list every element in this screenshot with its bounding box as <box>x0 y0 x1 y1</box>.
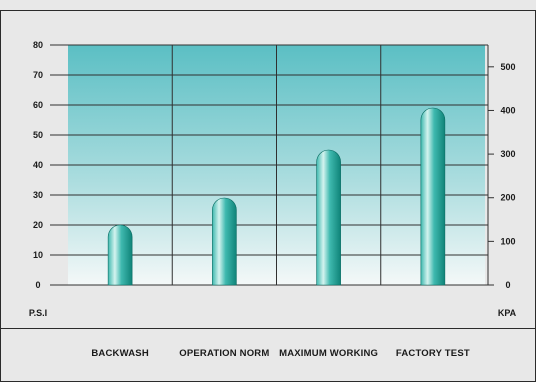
left-tick-label: 80 <box>33 40 43 50</box>
left-tick-label: 0 <box>35 280 40 290</box>
category-label: BACKWASH <box>91 348 149 359</box>
left-tick-label: 20 <box>33 220 43 230</box>
bar-group <box>107 107 446 286</box>
left-tick-label: 60 <box>33 100 43 110</box>
bar-backwash <box>107 224 133 286</box>
category-labels: BACKWASH OPERATION NORM MAXIMUM WORKING FAC… <box>91 348 470 359</box>
right-tick-label: 400 <box>500 105 515 115</box>
left-tick-label: 70 <box>33 70 43 80</box>
bar-factory-test <box>420 107 446 286</box>
right-axis-ticks: 0 100 200 300 400 500 <box>488 62 516 290</box>
left-tick-label: 40 <box>33 160 43 170</box>
left-axis-ticks: 0 10 20 30 40 50 60 70 80 <box>33 40 43 290</box>
right-axis-unit-label: KPA <box>498 308 517 318</box>
bar-maximum-working <box>316 149 341 286</box>
category-label: OPERATION NORM <box>179 348 269 359</box>
category-label: MAXIMUM WORKING <box>279 348 378 359</box>
grid-lines <box>50 44 489 286</box>
left-axis-unit-label: P.S.I <box>29 308 47 318</box>
left-tick-label: 50 <box>33 130 43 140</box>
right-tick-label: 500 <box>500 62 515 72</box>
left-tick-label: 10 <box>33 250 43 260</box>
right-tick-label: 0 <box>505 280 510 290</box>
right-tick-label: 300 <box>500 149 515 159</box>
bar-operation-norm <box>212 197 237 286</box>
category-label: FACTORY TEST <box>396 348 470 359</box>
left-tick-label: 30 <box>33 190 43 200</box>
right-tick-label: 200 <box>500 193 515 203</box>
right-tick-label: 100 <box>500 236 515 246</box>
